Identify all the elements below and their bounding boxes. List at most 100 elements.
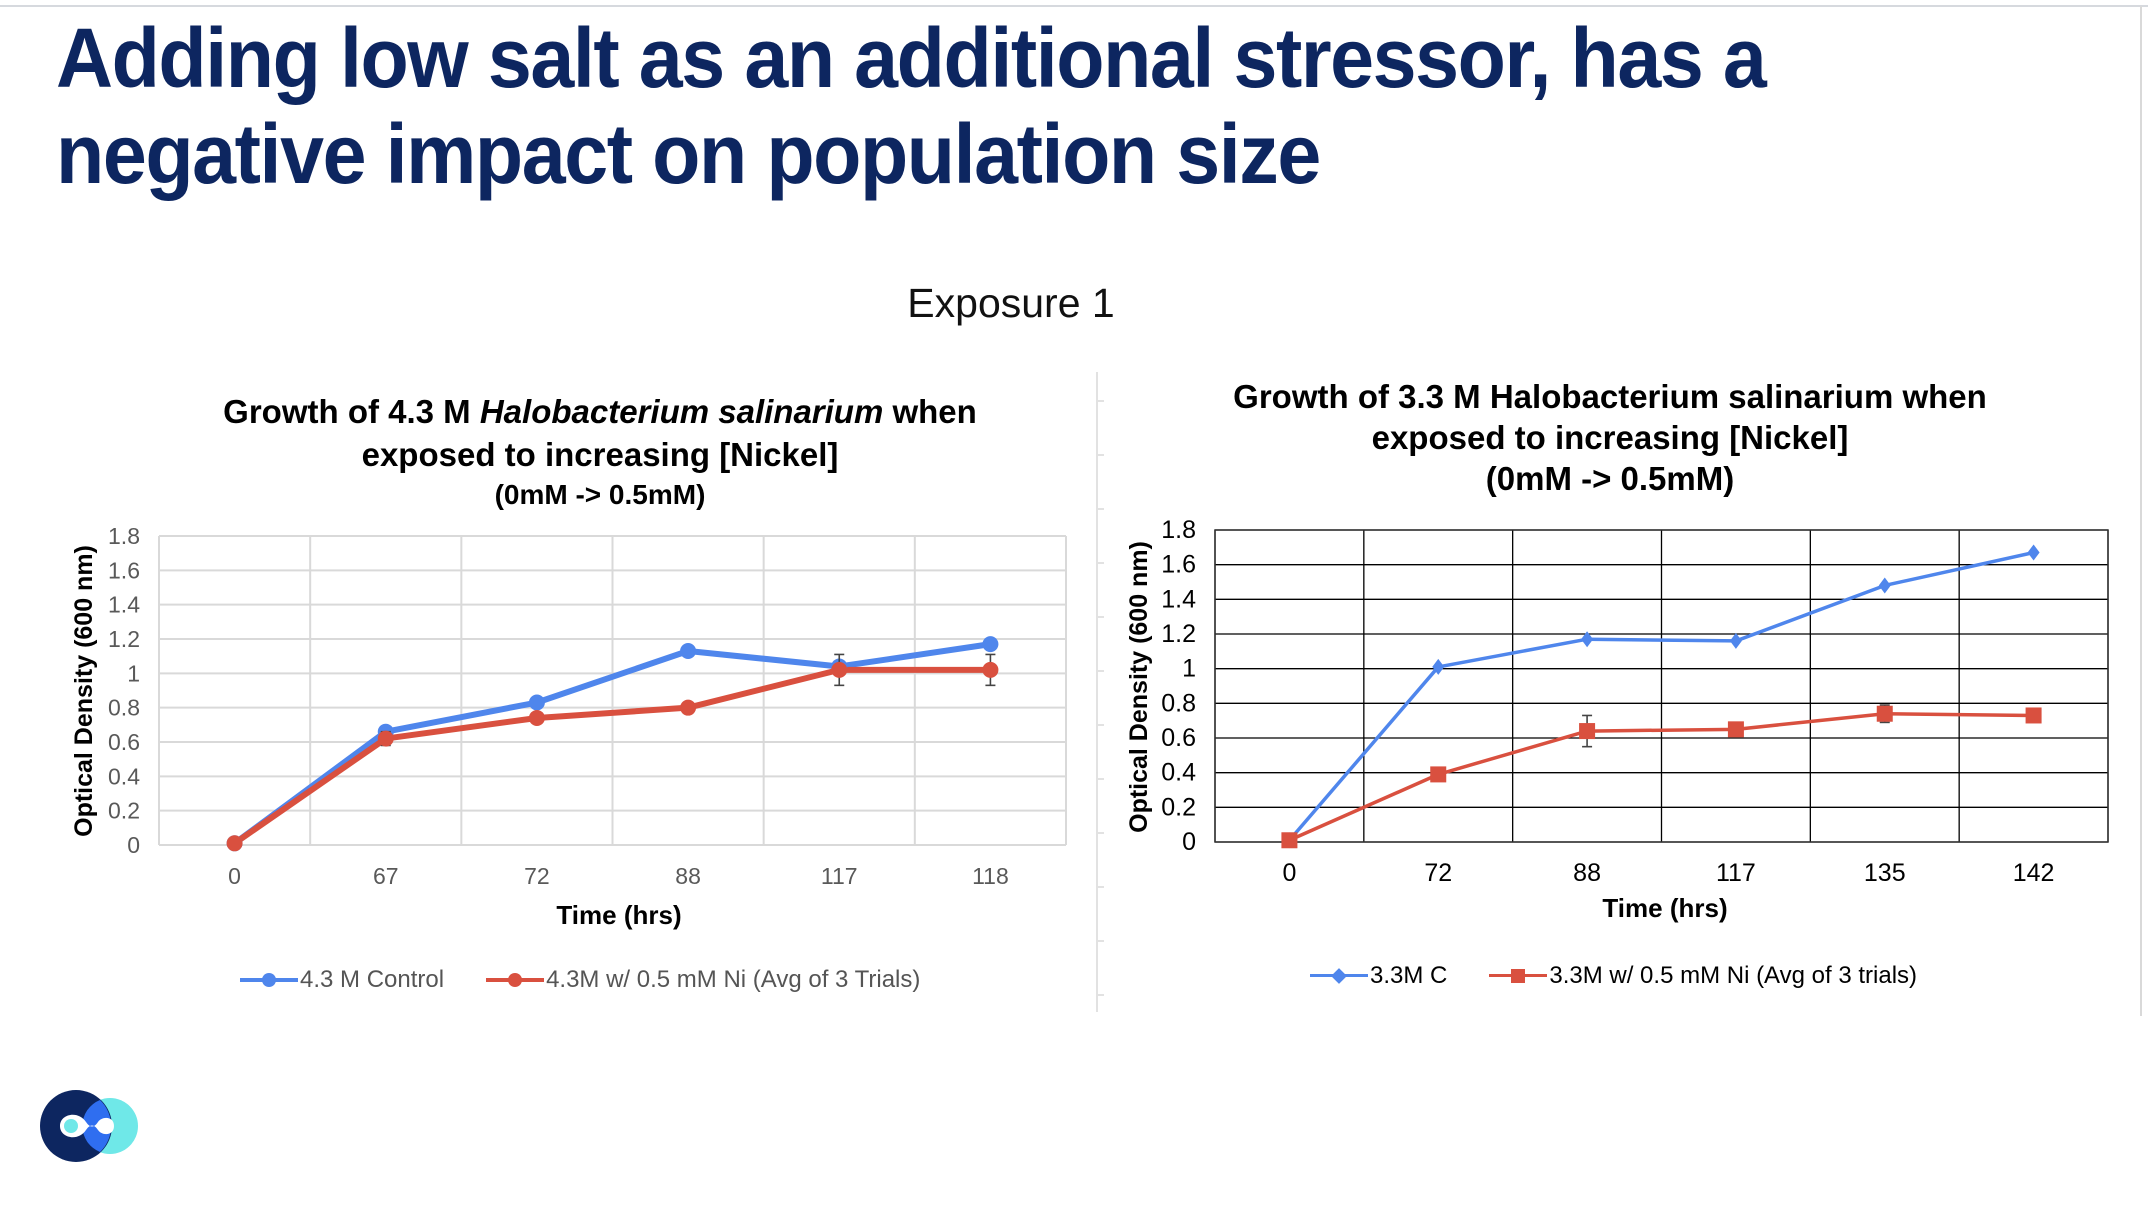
divider-tick xyxy=(1098,616,1104,618)
chart-1-title: Growth of 4.3 M Halobacterium salinarium… xyxy=(140,390,1060,514)
chart-2-y-tick-label: 1.4 xyxy=(1161,585,1196,613)
legend-swatch-red-square xyxy=(1489,966,1548,986)
chart-2-x-axis-title: Time (hrs) xyxy=(1602,893,1728,923)
chart-2-series-2-point xyxy=(1430,766,1447,783)
chart-2-series-1-point xyxy=(1729,632,1742,649)
chart-2-x-tick-label: 88 xyxy=(1573,859,1601,887)
chart-2-y-tick-label: 1.6 xyxy=(1161,551,1196,579)
legend-label: 3.3M w/ 0.5 mM Ni (Avg of 3 trials) xyxy=(1549,962,1918,989)
slide-title: Adding low salt as an additional stresso… xyxy=(56,10,1889,202)
chart-1-y-tick-label: 0 xyxy=(127,832,140,858)
legend-label: 4.3 M Control xyxy=(300,966,445,993)
exposure-label: Exposure 1 xyxy=(907,280,1115,326)
chart-1-x-tick-label: 118 xyxy=(972,863,1009,889)
legend-label: 3.3M C xyxy=(1370,962,1448,989)
divider-tick xyxy=(1098,778,1104,780)
chart-1-series-2-point xyxy=(528,709,545,726)
chart-1-series-1-line xyxy=(232,641,991,846)
chart-2-y-tick-label: 1 xyxy=(1182,655,1196,683)
chart-1-x-tick-label: 0 xyxy=(228,863,241,889)
chart-1-series-2-point xyxy=(226,835,243,852)
chart-2-y-tick-label: 1.2 xyxy=(1161,620,1196,648)
chart-1-title-part-2: Halobacterium salinarium xyxy=(479,393,884,430)
chart-1-y-tick-label: 0.8 xyxy=(108,695,140,721)
chart-1-series-2-line xyxy=(232,666,991,846)
chart-1-series-1-point xyxy=(680,643,697,660)
chart-2-title-line-2: exposed to increasing [Nickel] xyxy=(1371,419,1849,456)
chart-2-x-tick-label: 135 xyxy=(1864,859,1906,887)
chart-1-y-tick-label: 0.4 xyxy=(108,763,140,789)
chart-2-legend-item-control: 3.3M C xyxy=(1310,962,1447,990)
brand-logo-icon xyxy=(40,1090,138,1162)
divider-tick xyxy=(1098,562,1104,564)
divider-tick xyxy=(1098,454,1104,456)
chart-2-y-tick-label: 0.4 xyxy=(1161,759,1196,787)
chart-1-series-1-point xyxy=(982,636,999,653)
divider-tick xyxy=(1098,940,1104,942)
chart-1-title-part-3: when xyxy=(883,393,977,430)
divider-tick xyxy=(1098,400,1104,402)
legend-label: 4.3M w/ 0.5 mM Ni (Avg of 3 Trials) xyxy=(546,966,921,993)
chart-2-legend: 3.3M C 3.3M w/ 0.5 mM Ni (Avg of 3 trial… xyxy=(1310,962,1959,990)
chart-1-title-line-2: exposed to increasing [Nickel] xyxy=(361,436,839,473)
slide-title-line-2: negative impact on population size xyxy=(56,107,1321,201)
chart-2-title-line-1: Growth of 3.3 M Halobacterium salinarium… xyxy=(1233,378,1987,415)
chart-2-title-line-3: (0mM -> 0.5mM) xyxy=(1485,460,1735,497)
chart-2-x-tick-label: 117 xyxy=(1716,859,1756,887)
divider-tick xyxy=(1098,994,1104,996)
chart-2-x-tick-label: 0 xyxy=(1282,859,1296,887)
chart-1-legend-item-control: 4.3 M Control xyxy=(240,966,444,994)
chart-2-series-1-point xyxy=(1878,577,1891,594)
divider-tick xyxy=(1098,886,1104,888)
chart-1-series-2-point xyxy=(831,661,848,678)
chart-1-series-2-point xyxy=(982,661,999,678)
chart-2-series-1-line xyxy=(1288,550,2034,842)
divider-tick xyxy=(1098,724,1104,726)
chart-1-y-tick-label: 1 xyxy=(127,660,140,686)
chart-1-y-tick-label: 1.2 xyxy=(108,626,140,652)
chart-2-series-1-point xyxy=(1581,631,1594,648)
chart-1-series-1-point xyxy=(528,694,545,711)
chart-2-y-tick-label: 1.8 xyxy=(1161,516,1196,544)
chart-2-legend-item-nickel: 3.3M w/ 0.5 mM Ni (Avg of 3 trials) xyxy=(1489,962,1917,990)
chart-divider xyxy=(1096,372,1098,1012)
chart-2-series-2-point xyxy=(1727,721,1744,738)
chart-1-title-line-1: Growth of 4.3 M Halobacterium salinarium… xyxy=(140,390,1060,433)
chart-2-series-2-point xyxy=(1876,705,1893,722)
chart-1-y-tick-label: 1.4 xyxy=(108,592,140,618)
chart-2-plot-border xyxy=(1214,529,2109,843)
chart-2-y-tick-label: 0 xyxy=(1182,828,1196,856)
slide-title-line-1: Adding low salt as an additional stresso… xyxy=(56,11,1767,105)
chart-2-series-2-point xyxy=(1281,832,1298,849)
chart-2-y-tick-label: 0.6 xyxy=(1161,724,1196,752)
divider-tick xyxy=(1098,670,1104,672)
slide-right-border xyxy=(2140,6,2142,1016)
chart-2-title: Growth of 3.3 M Halobacterium salinarium… xyxy=(1160,376,2060,499)
chart-1-x-tick-label: 117 xyxy=(821,863,858,889)
divider-tick xyxy=(1098,508,1104,510)
slide-top-border xyxy=(0,0,2148,7)
chart-2-x-tick-label: 72 xyxy=(1424,859,1452,887)
chart-1-legend: 4.3 M Control 4.3M w/ 0.5 mM Ni (Avg of … xyxy=(240,966,962,994)
chart-2-series-2-point xyxy=(1579,723,1596,740)
chart-1-x-axis-title: Time (hrs) xyxy=(556,900,682,930)
chart-1-title-line-3: (0mM -> 0.5mM) xyxy=(494,479,706,510)
divider-tick xyxy=(1098,832,1104,834)
chart-2-series-2-point xyxy=(2025,707,2042,724)
legend-swatch-blue-diamond xyxy=(1310,966,1368,986)
chart-2-series-1-point xyxy=(1432,658,1445,675)
chart-1-x-tick-label: 88 xyxy=(675,863,701,889)
chart-1-y-tick-label: 1.8 xyxy=(108,523,140,549)
chart-1-y-tick-label: 0.2 xyxy=(108,798,140,824)
chart-1-series-2-point xyxy=(377,730,394,747)
legend-swatch-blue-circle xyxy=(240,970,298,990)
chart-1-x-tick-label: 67 xyxy=(373,863,399,889)
chart-2-series-2-line xyxy=(1288,711,2034,842)
chart-1-legend-item-nickel: 4.3M w/ 0.5 mM Ni (Avg of 3 Trials) xyxy=(486,966,920,994)
chart-1-y-tick-label: 1.6 xyxy=(108,557,140,583)
chart-1-y-tick-label: 0.6 xyxy=(108,729,140,755)
legend-swatch-red-circle xyxy=(486,970,545,990)
chart-1-x-tick-label: 72 xyxy=(524,863,550,889)
chart-2-x-tick-label: 142 xyxy=(2013,859,2055,887)
